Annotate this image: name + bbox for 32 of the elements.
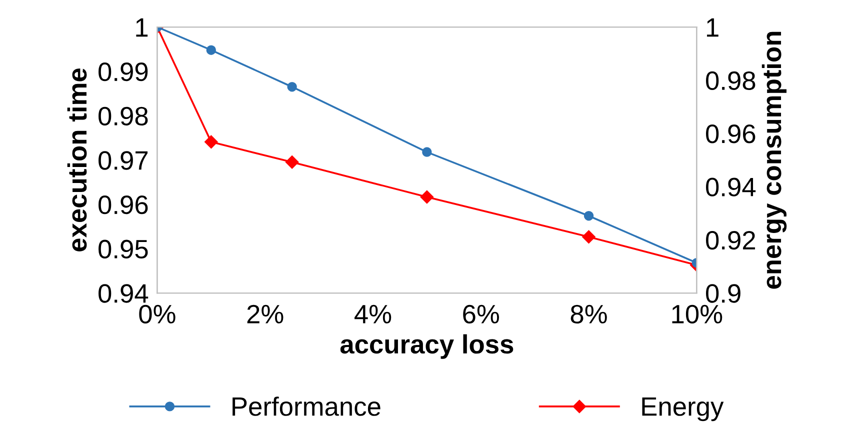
x-tick-label: 10% xyxy=(672,304,722,324)
legend-label: Performance xyxy=(232,396,380,416)
point xyxy=(420,190,434,204)
y2-tick-label: 1 xyxy=(706,18,718,37)
y2-tick-label: 0.92 xyxy=(706,230,756,250)
x-tick-label: 4% xyxy=(354,304,392,324)
point xyxy=(287,82,297,92)
x-tick-label: 0% xyxy=(139,304,176,324)
y-tick-label: 0.96 xyxy=(98,195,148,214)
point xyxy=(285,156,299,169)
y-tick-label: 0.99 xyxy=(98,62,148,82)
point xyxy=(204,135,218,149)
y2-tick-label: 0.9 xyxy=(706,284,740,303)
y2-tick-label: 0.98 xyxy=(706,71,756,90)
point xyxy=(422,147,432,157)
y2-tick-label: 0.94 xyxy=(706,178,756,196)
point xyxy=(206,45,216,55)
y-tick-label: 0.98 xyxy=(98,106,148,126)
y-tick-label: 1 xyxy=(136,18,148,37)
x-tick-label: 2% xyxy=(247,304,284,324)
point xyxy=(584,211,594,221)
x-tick-label: 6% xyxy=(463,304,499,324)
legend-label: Energy xyxy=(642,398,724,422)
y-tick-label: 0.97 xyxy=(98,151,148,170)
y-tick-label: 0.95 xyxy=(98,240,148,258)
y2-tick-label: 0.96 xyxy=(706,124,756,144)
x-tick-label: 8% xyxy=(570,304,607,324)
y2-axis-title: energy consumption xyxy=(762,32,787,289)
point xyxy=(582,230,596,244)
y-tick-label: 0.94 xyxy=(98,284,148,303)
y-axis-title: execution time xyxy=(67,68,87,252)
x-axis-title: accuracy loss xyxy=(340,334,514,359)
